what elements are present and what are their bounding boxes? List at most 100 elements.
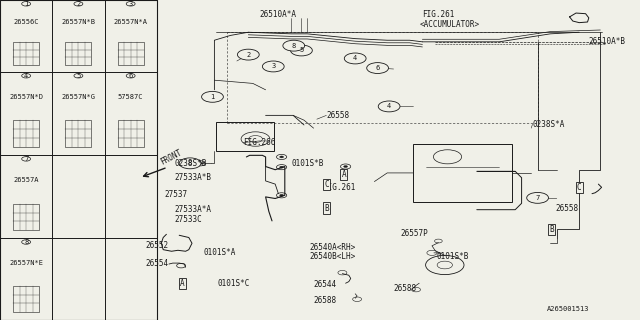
Text: 26557N*G: 26557N*G xyxy=(61,94,95,100)
Text: <ACCUMULATOR>: <ACCUMULATOR> xyxy=(419,20,479,29)
Text: C: C xyxy=(577,183,582,192)
Text: 27533A*A: 27533A*A xyxy=(174,205,211,214)
Text: B: B xyxy=(549,225,554,234)
Circle shape xyxy=(74,74,83,78)
Circle shape xyxy=(344,165,348,167)
Bar xyxy=(0,72,52,155)
Bar xyxy=(52,0,104,72)
Bar xyxy=(52,238,104,320)
Circle shape xyxy=(126,2,135,6)
Text: 26557P: 26557P xyxy=(401,228,428,237)
Circle shape xyxy=(126,74,135,78)
Text: 0238S*A: 0238S*A xyxy=(532,120,565,129)
Text: C: C xyxy=(324,180,329,189)
Text: FIG.261: FIG.261 xyxy=(323,183,356,192)
Text: 6: 6 xyxy=(376,65,380,71)
Text: 0101S*B: 0101S*B xyxy=(436,252,469,261)
Bar xyxy=(118,42,144,65)
Circle shape xyxy=(74,2,83,6)
Text: A: A xyxy=(180,279,185,288)
Bar xyxy=(104,72,157,155)
Bar xyxy=(0,238,52,320)
Text: 2: 2 xyxy=(76,1,81,7)
Text: 26557A: 26557A xyxy=(13,177,39,183)
Text: 8: 8 xyxy=(292,43,296,49)
Text: 26558: 26558 xyxy=(556,204,579,213)
Text: A265001513: A265001513 xyxy=(547,306,589,312)
Text: FIG.261: FIG.261 xyxy=(422,10,455,19)
Text: 26557N*A: 26557N*A xyxy=(114,19,148,25)
Text: 26588: 26588 xyxy=(314,296,337,305)
Circle shape xyxy=(198,162,202,164)
Bar xyxy=(0,0,52,72)
Text: FRONT: FRONT xyxy=(159,148,184,167)
Text: 8: 8 xyxy=(24,239,28,245)
Text: 26557N*D: 26557N*D xyxy=(9,94,43,100)
Text: 1: 1 xyxy=(24,1,28,7)
Text: 4: 4 xyxy=(387,103,391,109)
Text: 26510A*B: 26510A*B xyxy=(589,37,626,46)
Bar xyxy=(0,0,157,320)
Bar xyxy=(13,286,39,312)
Text: 7: 7 xyxy=(24,156,28,162)
Text: 6: 6 xyxy=(129,73,132,79)
Text: 26556C: 26556C xyxy=(13,19,39,25)
Circle shape xyxy=(262,61,284,72)
Text: 8: 8 xyxy=(188,160,192,166)
Text: 26557N*E: 26557N*E xyxy=(9,260,43,266)
Text: 5: 5 xyxy=(300,47,303,53)
Circle shape xyxy=(22,240,31,244)
Text: 5: 5 xyxy=(76,73,81,79)
Text: 27537: 27537 xyxy=(164,190,188,199)
Bar xyxy=(52,155,104,238)
Text: A: A xyxy=(341,170,346,179)
Bar xyxy=(104,155,157,238)
Bar xyxy=(52,72,104,155)
Bar xyxy=(13,204,39,230)
Bar xyxy=(13,42,39,65)
Text: 26544: 26544 xyxy=(314,280,337,289)
Text: 1: 1 xyxy=(211,94,214,100)
Circle shape xyxy=(22,74,31,78)
Text: 26588: 26588 xyxy=(393,284,416,293)
Text: 26540B<LH>: 26540B<LH> xyxy=(309,252,355,261)
Text: 26540A<RH>: 26540A<RH> xyxy=(309,243,355,252)
Text: 0101S*C: 0101S*C xyxy=(218,279,250,288)
Text: 26558: 26558 xyxy=(326,111,349,120)
Circle shape xyxy=(22,2,31,6)
Circle shape xyxy=(237,49,259,60)
Circle shape xyxy=(283,40,305,51)
Bar xyxy=(104,238,157,320)
Bar xyxy=(0,155,52,238)
Bar xyxy=(118,120,144,147)
Bar xyxy=(65,42,92,65)
Text: 3: 3 xyxy=(271,63,275,69)
Circle shape xyxy=(291,45,312,56)
Circle shape xyxy=(527,192,548,203)
Circle shape xyxy=(367,63,388,74)
Text: 27533A*B: 27533A*B xyxy=(174,173,211,182)
Text: 26510A*A: 26510A*A xyxy=(259,10,296,19)
Bar xyxy=(413,144,512,202)
Bar xyxy=(65,120,92,147)
Bar xyxy=(13,120,39,147)
Text: 3: 3 xyxy=(129,1,132,7)
Text: 0101S*A: 0101S*A xyxy=(204,248,236,257)
Text: FIG.266: FIG.266 xyxy=(243,138,276,147)
Text: B: B xyxy=(324,204,329,212)
Text: 26552: 26552 xyxy=(146,241,169,250)
Circle shape xyxy=(280,156,284,158)
Circle shape xyxy=(280,194,284,196)
Text: 26554: 26554 xyxy=(146,259,169,268)
Circle shape xyxy=(344,53,366,64)
Text: 0101S*B: 0101S*B xyxy=(291,159,324,168)
Text: 4: 4 xyxy=(353,55,357,61)
Text: 26557N*B: 26557N*B xyxy=(61,19,95,25)
Text: 57587C: 57587C xyxy=(118,94,143,100)
Text: 2: 2 xyxy=(246,52,250,58)
Circle shape xyxy=(378,101,400,112)
Text: 27533C: 27533C xyxy=(174,215,202,224)
Circle shape xyxy=(280,166,284,168)
Circle shape xyxy=(179,158,201,169)
Bar xyxy=(104,0,157,72)
